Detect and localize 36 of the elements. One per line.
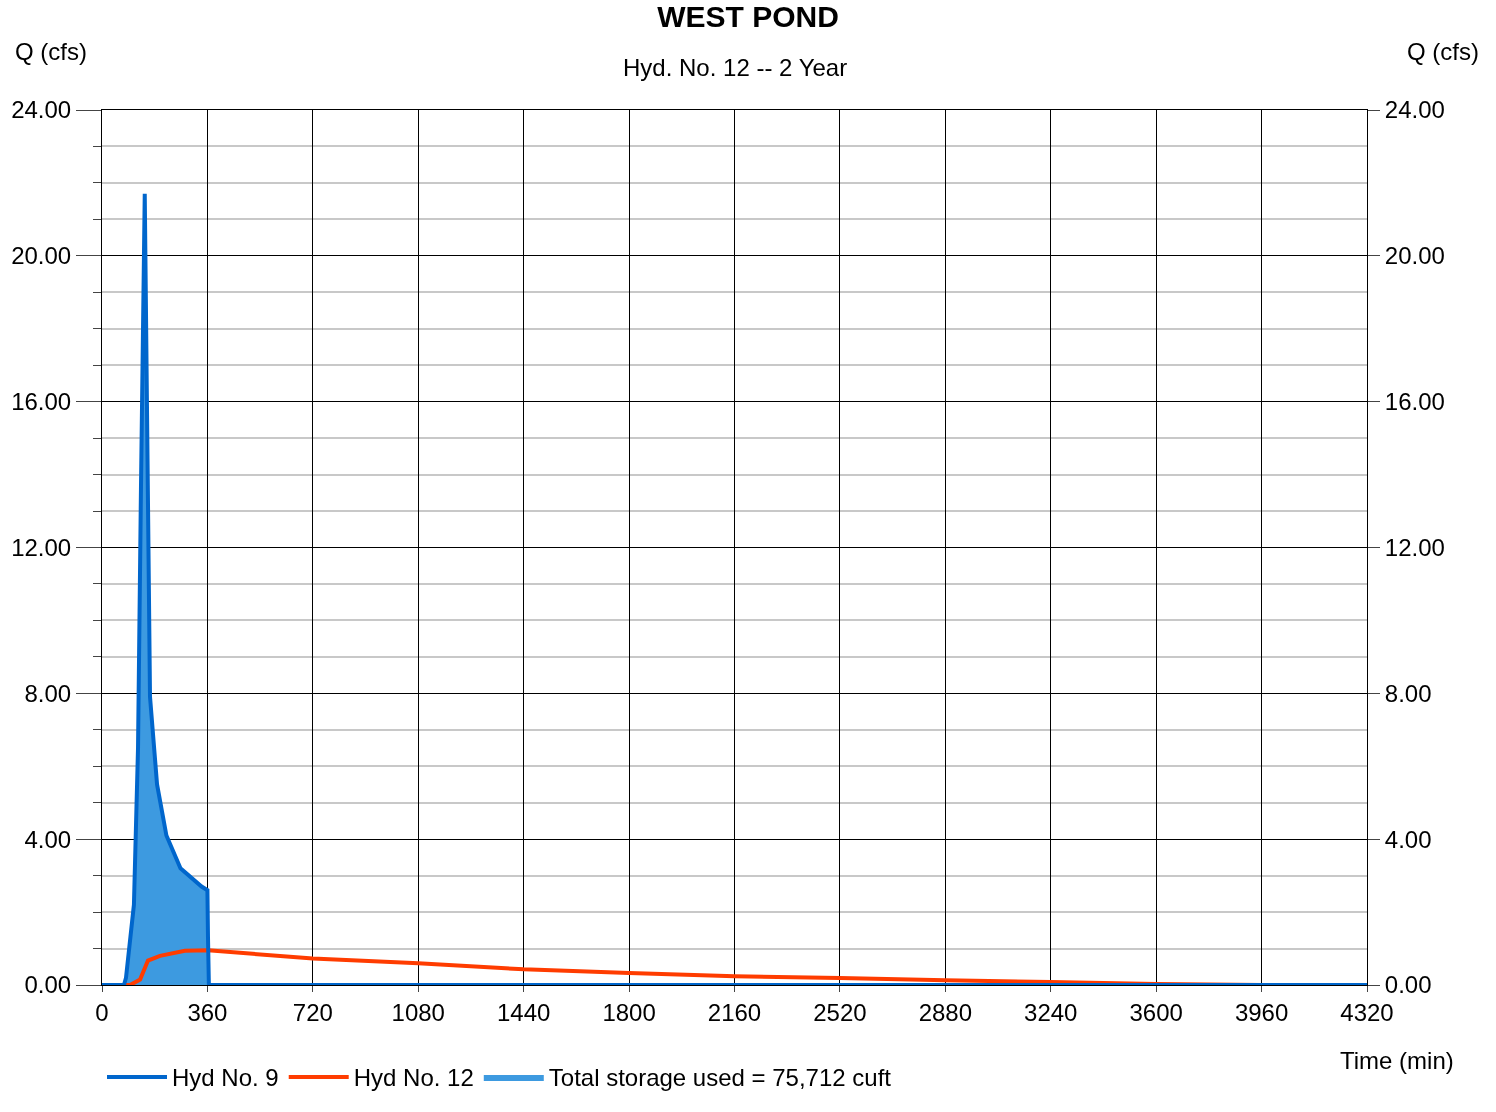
- y2-tick-label: 12.00: [1384, 533, 1445, 561]
- y2-tick-label: 8.00: [1384, 679, 1432, 707]
- y-tick-label: 12.00: [11, 533, 72, 561]
- x-tick-label: 2520: [813, 998, 867, 1026]
- y-tick-label: 4.00: [24, 825, 72, 853]
- legend-label: Total storage used = 75,712 cuft: [548, 1064, 892, 1092]
- y2-tick-label: 4.00: [1384, 825, 1432, 853]
- y-tick-label: 24.00: [11, 96, 72, 124]
- y-tick-label: 20.00: [11, 242, 72, 270]
- y-tick-label: 0.00: [24, 971, 72, 999]
- x-tick-label: 3960: [1234, 998, 1289, 1026]
- y2-tick-label: 0.00: [1384, 971, 1432, 999]
- y-tick-label: 16.00: [11, 388, 72, 416]
- x-tick-label: 0: [95, 998, 109, 1026]
- y2-tick-label: 24.00: [1384, 96, 1445, 124]
- x-tick-label: 4320: [1340, 998, 1394, 1026]
- y2-tick-label: 20.00: [1384, 242, 1445, 270]
- x-tick-label: 3240: [1024, 998, 1078, 1026]
- chart-subtitle: Hyd. No. 12 -- 2 Year: [623, 54, 848, 81]
- x-tick-label: 360: [187, 998, 228, 1026]
- legend-label: Hyd No. 9: [172, 1064, 279, 1092]
- x-axis-title: Time (min): [1340, 1047, 1454, 1074]
- y-tick-label: 8.00: [24, 679, 72, 707]
- x-tick-label: 2880: [918, 998, 973, 1026]
- x-tick-label: 3600: [1129, 998, 1183, 1026]
- legend-label: Hyd No. 12: [353, 1064, 474, 1092]
- x-tick-label: 1440: [496, 998, 551, 1026]
- x-tick-label: 2160: [707, 998, 762, 1026]
- chart-title: WEST POND: [657, 0, 839, 33]
- y2-axis-title: Q (cfs): [1407, 38, 1479, 65]
- x-tick-label: 1080: [391, 998, 445, 1026]
- line-series: [102, 191, 1367, 985]
- y2-tick-label: 16.00: [1384, 388, 1445, 416]
- y-axis-title: Q (cfs): [15, 38, 87, 65]
- x-tick-label: 720: [292, 998, 333, 1026]
- x-tick-label: 1800: [602, 998, 656, 1026]
